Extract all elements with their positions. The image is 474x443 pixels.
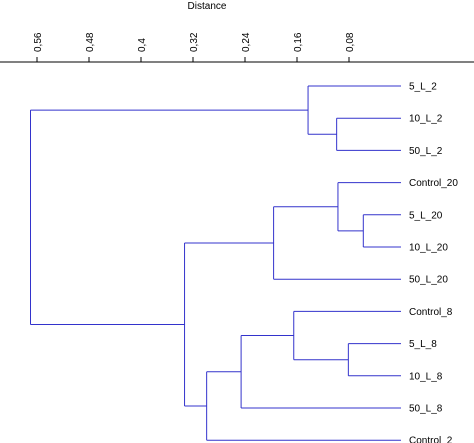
leaf-label: 50_L_8	[409, 404, 443, 415]
tick-label: 0,24	[241, 32, 252, 52]
tick-label: 0,56	[33, 32, 44, 52]
leaf-labels: 5_L_2 10_L_2 50_L_2 Control_20 5_L_20 10_L_20…	[409, 82, 458, 443]
leaf-label: 10_L_2	[409, 114, 443, 125]
leaf-label: 50_L_20	[409, 275, 448, 286]
leaf-label: 5_L_2	[409, 82, 437, 93]
leaf-label: 5_L_20	[409, 210, 443, 221]
leaf-label: 10_L_20	[409, 243, 448, 254]
leaf-label: 5_L_8	[409, 339, 437, 350]
tick-label: 0,4	[137, 38, 148, 52]
leaf-label: 10_L_8	[409, 371, 443, 382]
leaf-label: Control_8	[409, 307, 453, 318]
tick-label: 0,32	[189, 32, 200, 52]
dendrogram-branches	[30, 85, 401, 441]
leaf-label: Control_2	[409, 436, 453, 443]
tick-label: 0,08	[345, 32, 356, 52]
axis-title: Distance	[188, 1, 227, 12]
distance-axis: 0,56 0,48 0,4 0,32 0,24 0,16 0,08	[0, 32, 474, 63]
leaf-label: Control_20	[409, 178, 458, 189]
tick-label: 0,16	[293, 32, 304, 52]
leaf-label: 50_L_2	[409, 146, 443, 157]
tick-label: 0,48	[85, 32, 96, 52]
